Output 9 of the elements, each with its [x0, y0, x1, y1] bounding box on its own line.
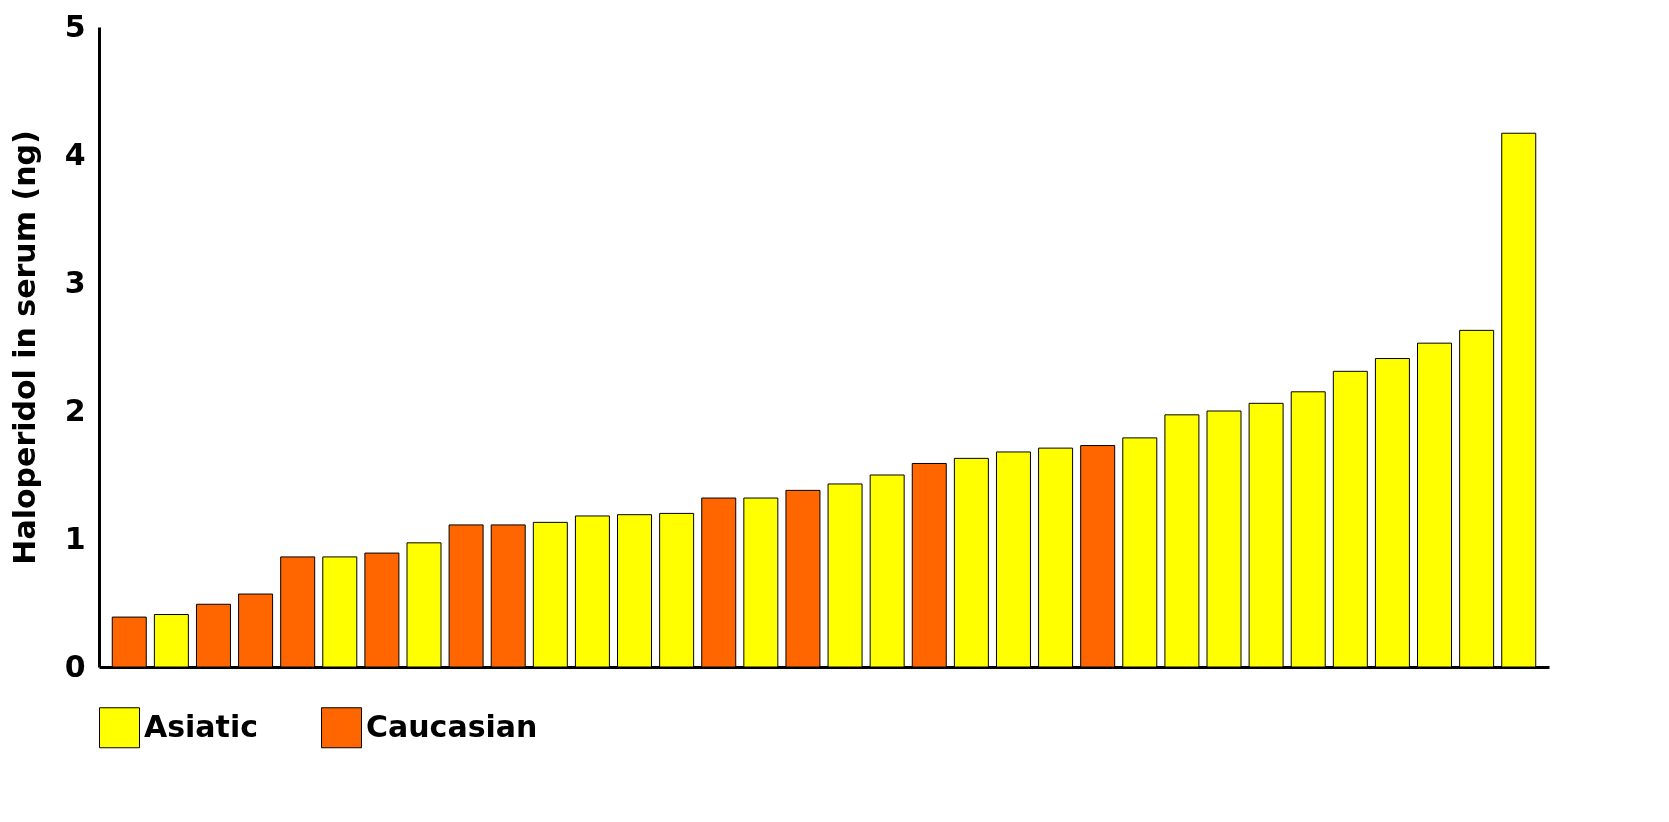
y-axis-title: Haloperidol in serum (ng): [6, 130, 42, 565]
legend-label: Asiatic: [144, 708, 259, 744]
y-tick-label: 5: [64, 8, 86, 44]
y-tick-label: 1: [64, 520, 86, 556]
y-tick-label: 2: [64, 392, 86, 428]
y-tick-label: 3: [64, 264, 86, 300]
y-tick-label: 0: [64, 648, 86, 684]
y-tick-label: 4: [64, 136, 86, 172]
legend-label: Caucasian: [366, 708, 538, 744]
